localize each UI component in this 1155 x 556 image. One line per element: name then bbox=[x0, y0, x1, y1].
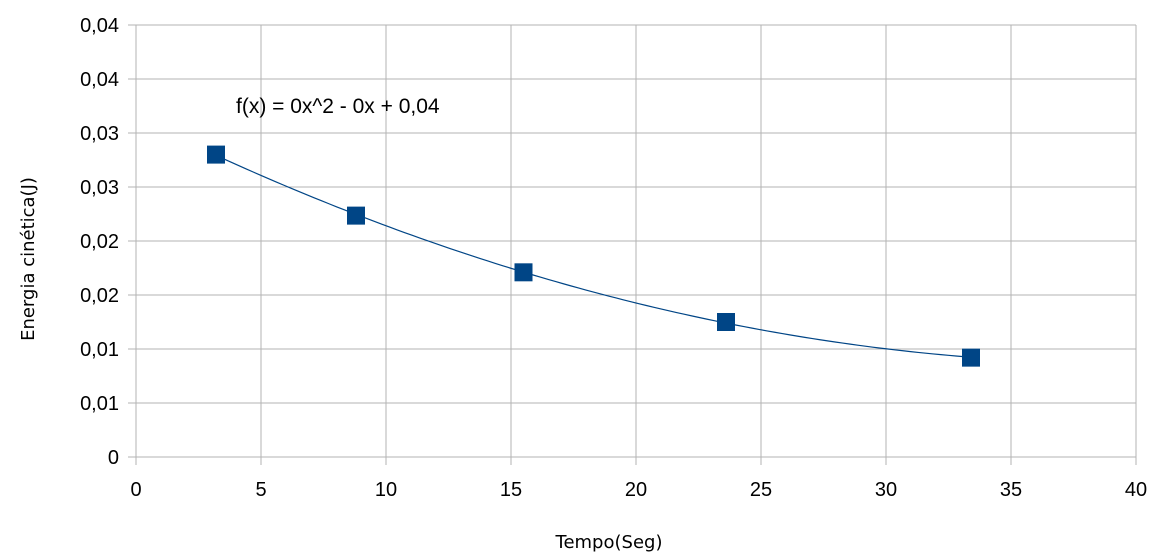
x-tick-label: 35 bbox=[1000, 479, 1022, 501]
data-points bbox=[207, 145, 980, 367]
y-tick-label: 0,04 bbox=[80, 69, 119, 91]
y-tick-labels: 0 0,01 0,01 0,02 0,02 0,03 0,03 0,04 0,04 bbox=[80, 15, 119, 469]
x-tick-label: 25 bbox=[750, 479, 772, 501]
data-point bbox=[514, 263, 533, 282]
y-tick-label: 0,03 bbox=[80, 123, 119, 145]
x-tick-label: 40 bbox=[1125, 479, 1147, 501]
y-tick-label: 0,02 bbox=[80, 285, 119, 307]
y-tick-label: 0,01 bbox=[80, 393, 119, 415]
x-tick-label: 5 bbox=[255, 479, 266, 501]
trendline-group bbox=[215, 154, 972, 358]
x-tick-label: 10 bbox=[375, 479, 397, 501]
data-point bbox=[962, 348, 980, 367]
x-tick-labels: 0 5 10 15 20 25 30 35 40 bbox=[130, 479, 1147, 501]
trendline bbox=[215, 154, 972, 358]
x-tick-label: 30 bbox=[875, 479, 897, 501]
grid bbox=[128, 24, 1137, 465]
y-tick-label: 0,02 bbox=[80, 231, 119, 253]
x-axis-title: Tempo(Seg) bbox=[555, 532, 663, 553]
y-tick-label: 0,01 bbox=[80, 339, 119, 361]
x-tick-label: 0 bbox=[130, 479, 141, 501]
y-tick-label: 0,03 bbox=[80, 177, 119, 199]
data-point bbox=[347, 206, 365, 225]
x-tick-label: 15 bbox=[500, 479, 522, 501]
y-axis-title: Energia cinética(J) bbox=[18, 177, 39, 341]
data-point bbox=[207, 145, 225, 164]
y-tick-label: 0,04 bbox=[80, 15, 119, 37]
trendline-equation: f(x) = 0x^2 - 0x + 0,04 bbox=[236, 95, 440, 118]
y-tick-label: 0 bbox=[108, 447, 119, 469]
data-point bbox=[717, 313, 735, 331]
x-tick-label: 20 bbox=[625, 479, 647, 501]
